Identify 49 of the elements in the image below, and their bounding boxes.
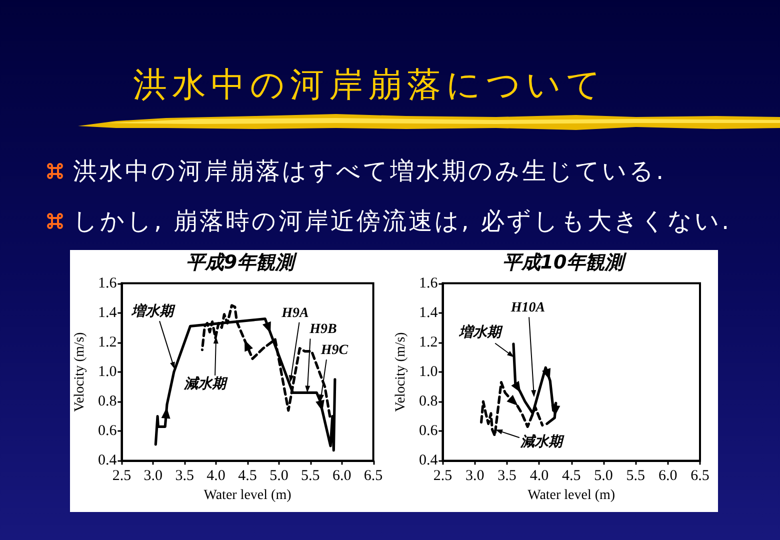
y-tick-label: 1.2 xyxy=(418,334,438,350)
annotation: H9C xyxy=(320,343,349,358)
x-tick-label: 6.0 xyxy=(658,468,678,484)
x-tick-label: 5.0 xyxy=(594,468,613,484)
x-tick-label: 5.5 xyxy=(301,468,320,484)
x-tick-label: 3.5 xyxy=(498,468,516,484)
y-tick-label: 1.6 xyxy=(418,275,438,292)
y-tick-label: 1.4 xyxy=(418,304,438,321)
x-tick-label: 4.5 xyxy=(562,468,581,484)
y-tick-label: 1.4 xyxy=(98,304,118,321)
y-axis-title: Velocity (m/s) xyxy=(394,332,409,412)
y-tick-label: 0.6 xyxy=(98,423,118,440)
x-axis-title: Water level (m) xyxy=(204,488,292,504)
x-tick-label: 2.5 xyxy=(433,468,452,484)
y-tick-label: 1.2 xyxy=(98,334,117,350)
chart-title: 平成10年観測 xyxy=(502,252,628,274)
annotation: 減水期 xyxy=(519,434,564,450)
text: しかし, 崩落時の河岸近傍流速は, 必ずしも大きくない. xyxy=(73,206,732,236)
text: 洪水中の河岸崩落について xyxy=(133,65,606,105)
y-tick-label: 1.0 xyxy=(98,364,117,380)
x-tick-label: 3.0 xyxy=(144,468,163,484)
x-tick-label: 4.0 xyxy=(530,468,549,484)
x-tick-label: 6.0 xyxy=(332,468,352,484)
chart-title: 平成9年観測 xyxy=(186,252,298,274)
annotation: 増水期 xyxy=(458,324,504,341)
x-tick-label: 4.0 xyxy=(206,468,226,484)
y-tick-label: 0.8 xyxy=(418,394,438,410)
annotation: 増水期 xyxy=(130,302,176,320)
y-tick-label: 0.6 xyxy=(418,423,438,440)
x-tick-label: 2.5 xyxy=(112,468,132,484)
annotation: H10A xyxy=(510,300,546,316)
y-tick-label: 0.4 xyxy=(418,452,438,469)
text: 洪水中の河岸崩落はすべて増水期のみ生じている. xyxy=(73,156,666,186)
x-tick-label: 5.5 xyxy=(626,468,646,484)
y-tick-label: 0.4 xyxy=(98,452,118,469)
y-axis-title: Velocity (m/s) xyxy=(72,332,88,412)
y-tick-label: 1.6 xyxy=(98,275,118,292)
x-tick-label: 5.0 xyxy=(270,468,288,484)
x-tick-label: 6.5 xyxy=(364,468,383,484)
annotation: 減水期 xyxy=(183,376,228,392)
x-tick-label: 4.5 xyxy=(238,468,257,484)
x-tick-label: 3.5 xyxy=(175,468,194,484)
x-tick-label: 3.0 xyxy=(465,468,484,484)
y-tick-label: 1.0 xyxy=(418,364,438,380)
annotation: H9B xyxy=(308,322,337,338)
x-tick-label: 6.5 xyxy=(690,468,710,484)
y-tick-label: 0.8 xyxy=(98,394,117,410)
annotation: H9A xyxy=(280,306,309,321)
x-axis-title: Water level (m) xyxy=(528,488,616,504)
